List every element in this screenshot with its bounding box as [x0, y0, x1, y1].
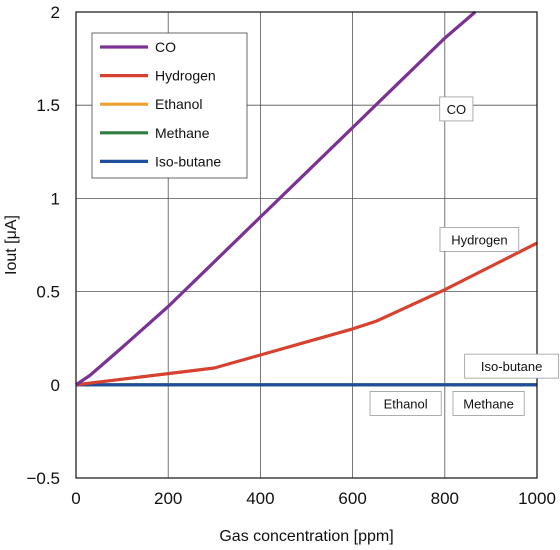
legend-label: Iso-butane: [155, 153, 221, 169]
y-axis-title: Iout [μA]: [3, 215, 20, 275]
legend-label: CO: [155, 39, 176, 55]
annotation-box: [452, 391, 525, 416]
x-tick-labels: 0 200 400 600 800 1000: [71, 489, 556, 508]
legend-label: Hydrogen: [155, 68, 216, 84]
series-line-hydrogen: [75, 241, 538, 387]
annotation: Ethanol: [369, 391, 442, 416]
legend: CO Hydrogen Ethanol Methane Iso-butane: [91, 32, 248, 179]
y-tick-label: 0: [51, 376, 60, 395]
series-line-co: [75, 10, 477, 387]
annotation-box: [439, 96, 474, 122]
annotation: Iso-butane: [464, 353, 560, 379]
y-tick-label: 1: [51, 189, 60, 208]
annotation-label: Iso-butane: [481, 359, 542, 374]
annotation: CO: [439, 96, 474, 122]
annotation: Methane: [452, 391, 525, 416]
y-tick-labels: −0.5 0 0.5 1 1.5 2: [26, 3, 60, 488]
annotation-label: Hydrogen: [451, 232, 507, 247]
x-tick-label: 800: [431, 489, 459, 508]
annotation-box: [439, 227, 520, 252]
y-tick-label: 0.5: [36, 283, 60, 302]
x-tick-label: 400: [246, 489, 274, 508]
y-tick-label: 1.5: [36, 96, 60, 115]
x-tick-label: 0: [71, 489, 80, 508]
y-tick-label: 2: [51, 3, 60, 22]
annotation: Hydrogen: [439, 227, 520, 252]
annotations: CO Hydrogen Iso-butane Ethanol Methane: [369, 96, 560, 416]
series-lines: [75, 10, 538, 387]
annotation-label: Methane: [463, 396, 514, 411]
annotation-label: CO: [447, 102, 467, 117]
x-tick-label: 200: [154, 489, 182, 508]
x-axis-title: Gas concentration [ppm]: [219, 528, 393, 545]
y-tick-label: −0.5: [26, 469, 60, 488]
x-tick-label: 1000: [518, 489, 556, 508]
annotation-label: Ethanol: [384, 396, 428, 411]
annotation-box: [369, 391, 442, 416]
legend-label: Ethanol: [155, 96, 202, 112]
plot-frame: [75, 11, 538, 479]
annotation-box: [464, 353, 560, 379]
x-tick-label: 600: [338, 489, 366, 508]
legend-label: Methane: [155, 125, 210, 141]
